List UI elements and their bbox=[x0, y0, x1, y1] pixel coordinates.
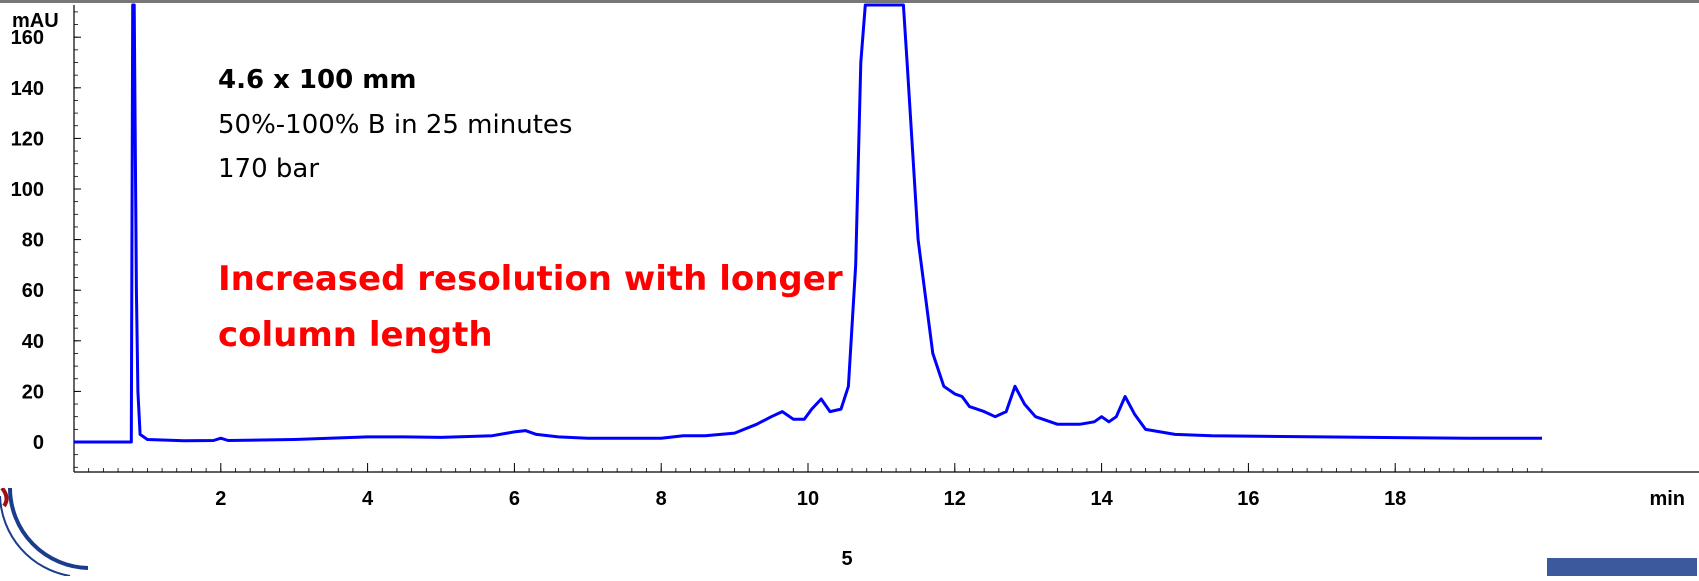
y-tick-label-0: 0 bbox=[33, 432, 44, 454]
y-tick-label-6: 120 bbox=[11, 128, 44, 150]
y-axis-label: mAU bbox=[12, 10, 59, 32]
brand-fragment-right bbox=[1547, 558, 1697, 576]
x-axis-label: min bbox=[1649, 488, 1685, 510]
gradient-annotation: 50%-100% B in 25 minutes bbox=[218, 110, 572, 140]
x-axis-ticks: 2 4 6 8 10 12 14 16 18 bbox=[215, 463, 1406, 510]
x-tick-label-6: 14 bbox=[1090, 488, 1113, 510]
x-tick-label-2: 6 bbox=[509, 488, 520, 510]
logo-fragment-left bbox=[0, 488, 89, 576]
series-line bbox=[74, 3, 1542, 444]
resolution-callout-line-2: column length bbox=[218, 315, 493, 355]
x-tick-label-0: 2 bbox=[215, 488, 226, 510]
y-axis-ticks: 0 20 40 60 80 100 120 140 160 bbox=[11, 27, 81, 454]
y-tick-label-3: 60 bbox=[22, 280, 44, 302]
y-tick-label-8: 160 bbox=[11, 27, 44, 49]
y-tick-label-2: 40 bbox=[22, 331, 44, 353]
x-tick-label-1: 4 bbox=[362, 488, 374, 510]
page-number: 5 bbox=[841, 548, 853, 570]
resolution-callout-line-1: Increased resolution with longer bbox=[218, 259, 843, 299]
y-tick-label-5: 100 bbox=[11, 179, 44, 201]
y-tick-label-1: 20 bbox=[22, 381, 44, 403]
pressure-annotation: 170 bar bbox=[218, 154, 319, 184]
x-tick-label-5: 12 bbox=[944, 488, 966, 510]
top-rule bbox=[0, 0, 1699, 3]
y-tick-label-4: 80 bbox=[22, 230, 44, 252]
x-tick-label-8: 18 bbox=[1384, 488, 1406, 510]
resolution-callout: Increased resolution with longer column … bbox=[218, 259, 854, 355]
y-tick-label-7: 140 bbox=[11, 78, 44, 100]
column-spec-annotation: 4.6 x 100 mm bbox=[218, 65, 416, 95]
x-tick-label-4: 10 bbox=[797, 488, 819, 510]
x-tick-label-7: 16 bbox=[1237, 488, 1259, 510]
x-tick-label-3: 8 bbox=[656, 488, 667, 510]
